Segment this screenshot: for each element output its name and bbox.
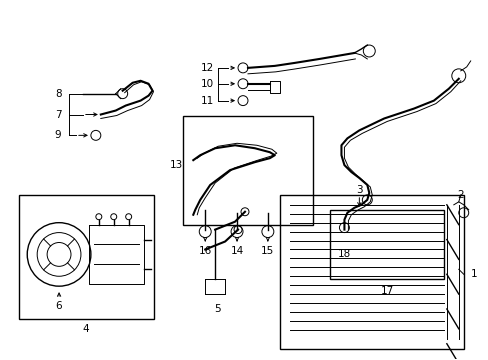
Text: 4: 4 — [82, 324, 89, 334]
Text: 6: 6 — [56, 301, 62, 311]
Text: 10: 10 — [200, 79, 213, 89]
Text: 9: 9 — [55, 130, 61, 140]
Text: 17: 17 — [380, 286, 393, 296]
Bar — [279, 195, 463, 349]
Text: 2: 2 — [456, 190, 463, 200]
Bar — [19, 195, 153, 319]
Text: 7: 7 — [55, 109, 61, 120]
Text: 3: 3 — [355, 185, 362, 195]
Bar — [183, 116, 312, 225]
Text: 14: 14 — [230, 247, 243, 256]
Text: 8: 8 — [55, 89, 61, 99]
Bar — [329, 210, 443, 279]
Text: 11: 11 — [200, 96, 213, 105]
Text: 18: 18 — [337, 249, 350, 260]
Text: 13: 13 — [169, 160, 183, 170]
Text: 5: 5 — [213, 304, 220, 314]
Text: 16: 16 — [198, 247, 211, 256]
Text: 1: 1 — [469, 269, 476, 279]
Text: 12: 12 — [200, 63, 213, 73]
Text: 15: 15 — [261, 247, 274, 256]
